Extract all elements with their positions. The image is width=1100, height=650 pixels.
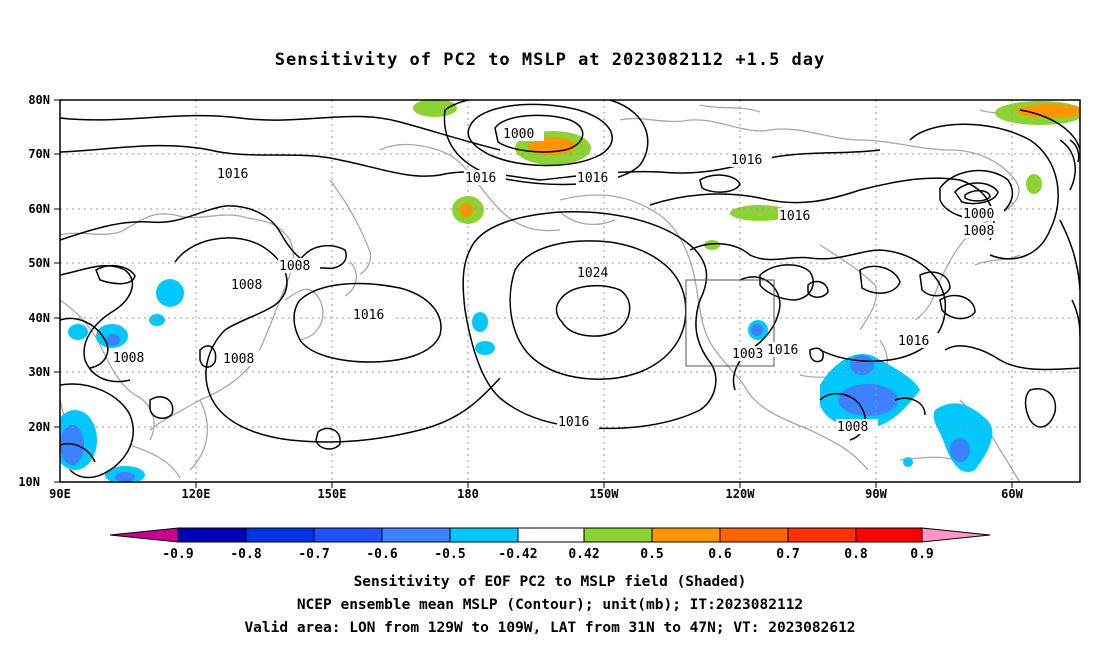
contour-label: 1000 — [503, 127, 534, 142]
contour-labels: 1000 1016 1016 1016 1016 1000 1008 1016 … — [112, 126, 1004, 435]
colorbar-cell — [855, 527, 923, 543]
contour-label: 1008 — [279, 259, 310, 274]
lon-label: 90E — [49, 487, 71, 501]
lat-label: 20N — [28, 420, 50, 434]
colorbar-label: 0.6 — [708, 547, 732, 562]
contour-label: 1000 — [963, 207, 994, 222]
contour-label: 1016 — [577, 171, 608, 186]
colorbar-label: -0.8 — [230, 547, 261, 562]
colorbar-cell — [787, 527, 857, 543]
caption-contour: NCEP ensemble mean MSLP (Contour); unit(… — [296, 597, 804, 613]
colorbar-cell — [651, 527, 721, 543]
contour-label: 1016 — [898, 334, 929, 349]
colorbar-label: -0.5 — [434, 547, 465, 562]
lat-label: 70N — [28, 147, 50, 161]
contour-label: 1008 — [113, 351, 144, 366]
lat-label: 60N — [28, 202, 50, 216]
lon-label: 120W — [726, 487, 756, 501]
lon-label: 150E — [318, 487, 347, 501]
colorbar-cell — [449, 527, 519, 543]
colorbar-label: 0.7 — [776, 547, 799, 562]
lon-label: 120E — [182, 487, 211, 501]
colorbar-labels: -0.9 -0.8 -0.7 -0.6 -0.5 -0.42 0.42 0.5 … — [162, 547, 933, 562]
longitude-labels: 90E 120E 150E 180 150W 120W 90W 60W — [49, 487, 1023, 501]
colorbar-cell — [313, 527, 383, 543]
lat-label: 10N — [18, 475, 40, 489]
colorbar-cell — [245, 527, 315, 543]
colorbar-cell — [583, 527, 653, 543]
contour-label: 1003 — [732, 347, 763, 362]
contour-label: 1008 — [231, 278, 262, 293]
colorbar-label: 0.5 — [640, 547, 663, 562]
colorbar-cell — [177, 527, 247, 543]
lat-label: 30N — [28, 365, 50, 379]
lon-label: 180 — [457, 487, 479, 501]
colorbar-lower-arrow — [109, 527, 179, 543]
colorbar-label: -0.42 — [498, 547, 537, 562]
valid-area-box — [685, 279, 775, 367]
colorbar-label: -0.9 — [162, 547, 193, 562]
colorbar-upper-arrow — [921, 527, 991, 543]
contour-label: 1016 — [731, 153, 762, 168]
contour-label: 1016 — [353, 308, 384, 323]
colorbar-label: 0.42 — [568, 547, 599, 562]
contour-label: 1016 — [779, 209, 810, 224]
colorbar — [109, 527, 991, 543]
colorbar-cell — [381, 527, 451, 543]
caption-shading: Sensitivity of EOF PC2 to MSLP field (Sh… — [353, 574, 747, 590]
contour-label: 1016 — [767, 343, 798, 358]
map-frame — [59, 99, 1081, 483]
latitude-labels: 80N 70N 60N 50N 40N 30N 20N 10N — [18, 93, 50, 489]
contour-label: 1016 — [558, 415, 589, 430]
colorbar-cell — [719, 527, 789, 543]
colorbar-label: 0.8 — [844, 547, 868, 562]
axis-ticks — [54, 99, 1013, 488]
caption-valid-area: Valid area: LON from 129W to 109W, LAT f… — [244, 620, 856, 636]
map-title: Sensitivity of PC2 to MSLP at 2023082112… — [274, 50, 826, 70]
colorbar-cell — [517, 527, 585, 543]
lat-label: 50N — [28, 256, 50, 270]
colorbar-label: -0.6 — [366, 547, 397, 562]
lat-label: 80N — [28, 93, 50, 107]
contour-label: 1008 — [223, 352, 254, 367]
contour-label: 1008 — [963, 224, 994, 239]
lon-label: 90W — [865, 487, 887, 501]
contour-label: 1024 — [577, 266, 608, 281]
lon-label: 150W — [590, 487, 620, 501]
contour-label: 1016 — [217, 167, 248, 182]
lon-label: 60W — [1001, 487, 1023, 501]
lat-label: 40N — [28, 311, 50, 325]
colorbar-label: 0.9 — [910, 547, 933, 562]
colorbar-label: -0.7 — [298, 547, 329, 562]
contour-label: 1008 — [837, 420, 868, 435]
contour-label: 1016 — [465, 171, 496, 186]
